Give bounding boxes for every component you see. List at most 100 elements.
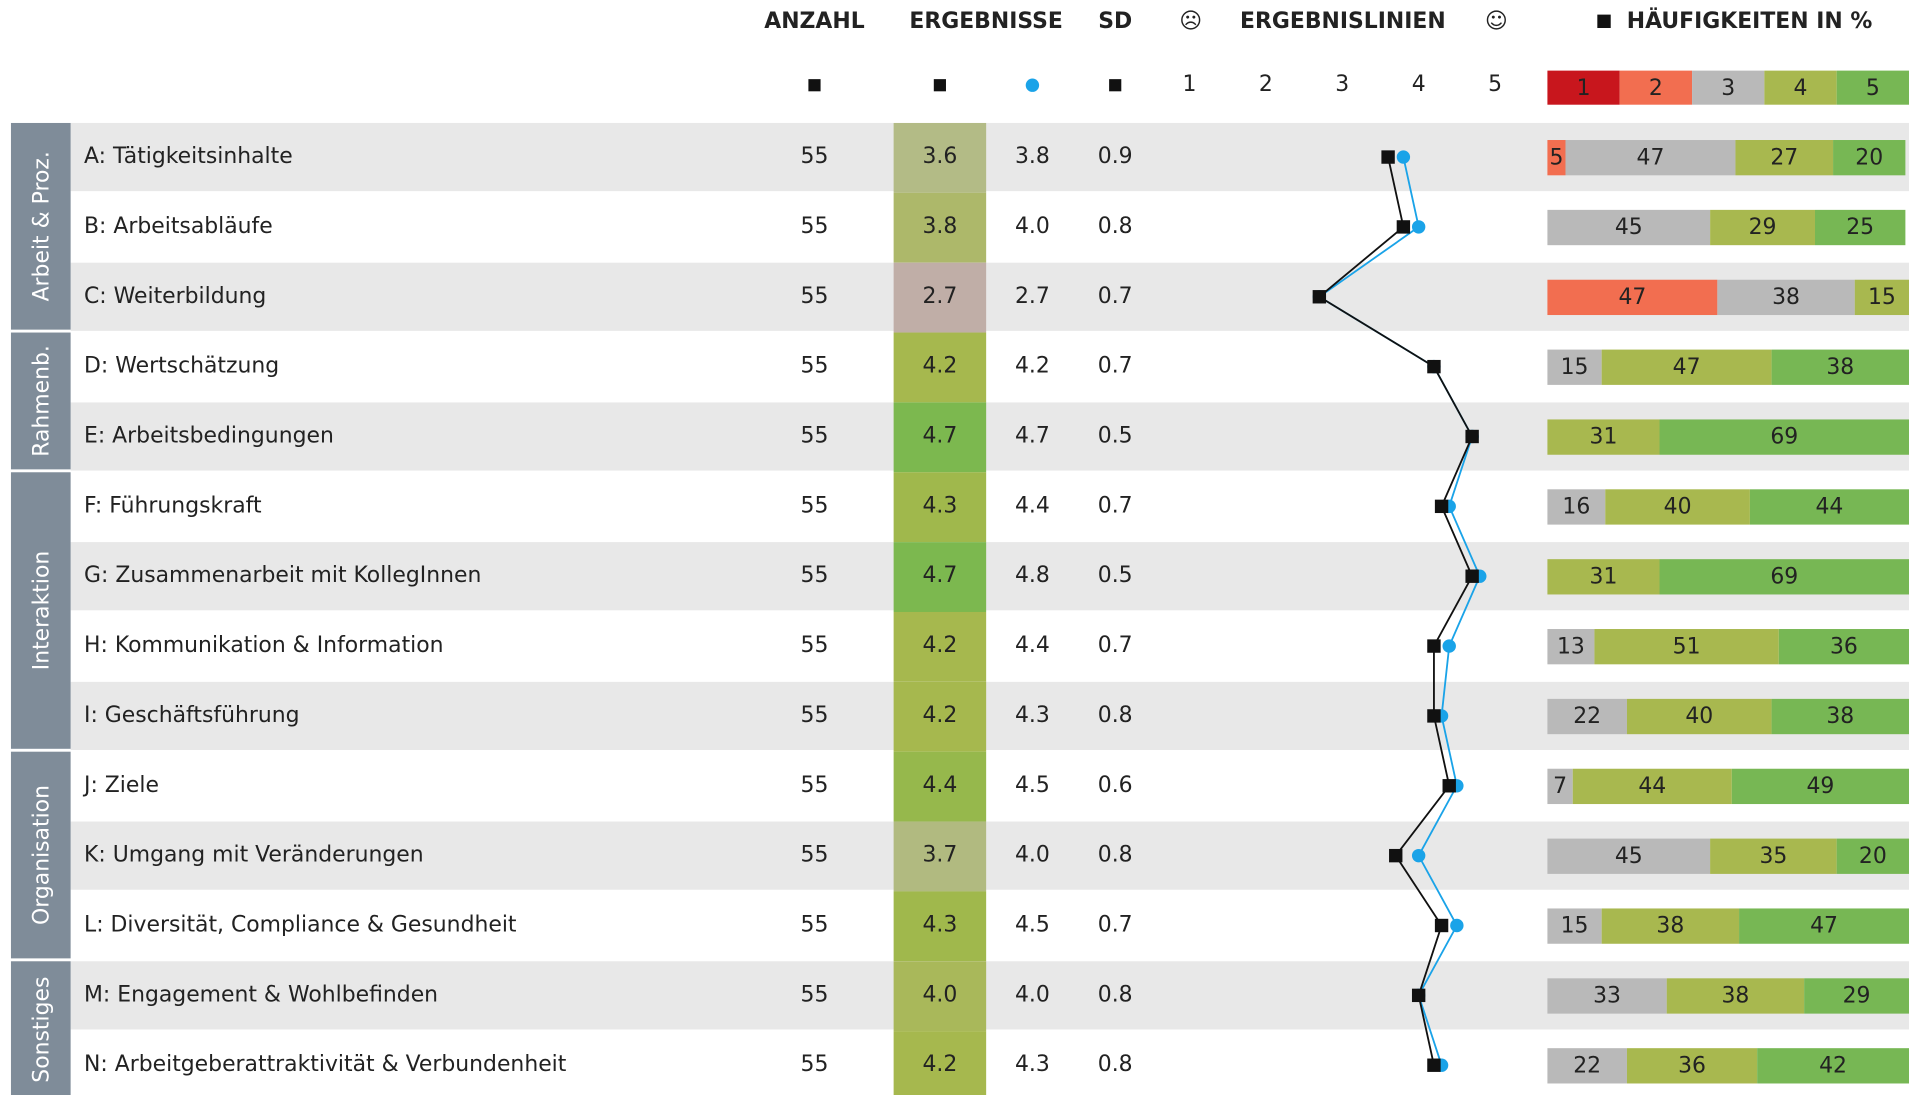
mean-cell	[893, 192, 987, 263]
sd: 0.9	[1098, 144, 1133, 169]
freq-label: 38	[1772, 285, 1800, 310]
freq-segment	[1565, 140, 1736, 176]
freq-label: 15	[1561, 914, 1589, 939]
count: 55	[801, 843, 829, 868]
freq-label: 44	[1638, 774, 1666, 799]
legend-label: 5	[1866, 76, 1880, 101]
mean2: 4.4	[1015, 493, 1050, 518]
mean: 4.3	[922, 913, 957, 938]
scale-tick-label: 2	[1259, 72, 1273, 97]
freq-segment	[1836, 838, 1909, 874]
count: 55	[801, 214, 829, 239]
freq-label: 13	[1557, 634, 1585, 659]
freq-label: 40	[1685, 704, 1713, 729]
freq-segment	[1594, 629, 1779, 665]
freq-label: 20	[1859, 844, 1887, 869]
count: 55	[801, 423, 829, 448]
mean-cell	[893, 332, 987, 403]
mean-square	[1434, 499, 1449, 514]
header-freq: HÄUFIGKEITEN IN %	[1627, 8, 1873, 34]
group-bar	[10, 332, 71, 470]
freq-segment	[1547, 419, 1660, 455]
sd: 0.7	[1098, 354, 1133, 379]
freq-segment	[1666, 978, 1805, 1014]
scale-tick-label: 1	[1183, 72, 1197, 97]
count: 55	[801, 773, 829, 798]
freq-label: 27	[1770, 145, 1798, 170]
dot-icon	[1025, 78, 1040, 92]
freq-label: 38	[1826, 355, 1854, 380]
square-icon	[1109, 79, 1122, 92]
mean2: 4.3	[1015, 1052, 1050, 1077]
freq-label: 35	[1759, 844, 1787, 869]
mean-line	[1317, 156, 1474, 1066]
mean2: 4.7	[1015, 423, 1050, 448]
freq-segment	[1547, 908, 1602, 944]
freq-label: 15	[1868, 285, 1896, 310]
mean-cell	[893, 262, 987, 333]
legend-swatch	[1836, 70, 1909, 105]
mean-square	[1381, 150, 1395, 164]
freq-segment	[1547, 489, 1606, 525]
freq-segment	[1547, 140, 1566, 176]
legend-label: 2	[1649, 76, 1663, 101]
freq-label: 42	[1819, 1053, 1847, 1078]
count: 55	[801, 354, 829, 379]
count: 55	[801, 284, 829, 309]
freq-label: 51	[1673, 634, 1701, 659]
mean: 3.7	[922, 843, 957, 868]
scale-tick-label: 3	[1335, 72, 1349, 97]
freq-segment	[1778, 629, 1909, 665]
freq-label: 36	[1678, 1053, 1706, 1078]
freq-segment	[1547, 698, 1627, 735]
count: 55	[801, 493, 829, 518]
mean-square	[1442, 779, 1456, 793]
mean2: 4.5	[1015, 913, 1050, 938]
mean-cell	[893, 611, 987, 682]
freq-label: 69	[1770, 425, 1798, 450]
count: 55	[801, 563, 829, 588]
count: 55	[801, 144, 829, 169]
sd: 0.8	[1098, 843, 1133, 868]
mean-cell	[893, 1031, 987, 1095]
mean-square	[1465, 569, 1479, 583]
row-label: E: Arbeitsbedingungen	[84, 423, 334, 448]
freq-label: 7	[1553, 774, 1567, 799]
header-sad: ☹	[1179, 9, 1202, 34]
freq-segment	[1833, 140, 1906, 176]
mean-square	[1434, 918, 1449, 933]
mean2-dot	[1411, 848, 1426, 863]
mean: 3.6	[922, 144, 957, 169]
mean-square	[1427, 359, 1441, 374]
row-label: C: Weiterbildung	[84, 284, 266, 309]
mean2: 4.3	[1015, 703, 1050, 728]
row-label: J: Ziele	[82, 773, 159, 798]
freq-label: 31	[1590, 425, 1618, 450]
mean: 4.3	[922, 493, 957, 518]
mean-square	[1427, 1058, 1441, 1072]
mean2: 4.0	[1015, 982, 1050, 1007]
mean-square	[1312, 290, 1327, 304]
freq-segment	[1659, 559, 1909, 595]
mean: 4.2	[922, 703, 957, 728]
sd: 0.7	[1098, 284, 1133, 309]
mean-square	[1427, 709, 1441, 723]
freq-segment	[1547, 279, 1718, 316]
freq-label: 47	[1618, 285, 1646, 310]
freq-label: 25	[1846, 215, 1874, 240]
row-label: D: Wertschätzung	[84, 354, 279, 379]
group-label: Interaktion	[30, 551, 55, 671]
legend-label: 1	[1577, 76, 1591, 101]
freq-label: 40	[1664, 495, 1692, 520]
count: 55	[801, 633, 829, 658]
freq-label: 38	[1826, 704, 1854, 729]
square-icon	[1597, 14, 1611, 29]
freq-label: 38	[1656, 914, 1684, 939]
mean2: 4.4	[1015, 633, 1050, 658]
mean2: 4.5	[1015, 773, 1050, 798]
freq-label: 69	[1770, 564, 1798, 589]
freq-label: 45	[1615, 844, 1643, 869]
sd: 0.6	[1098, 773, 1133, 798]
freq-segment	[1547, 1048, 1627, 1084]
